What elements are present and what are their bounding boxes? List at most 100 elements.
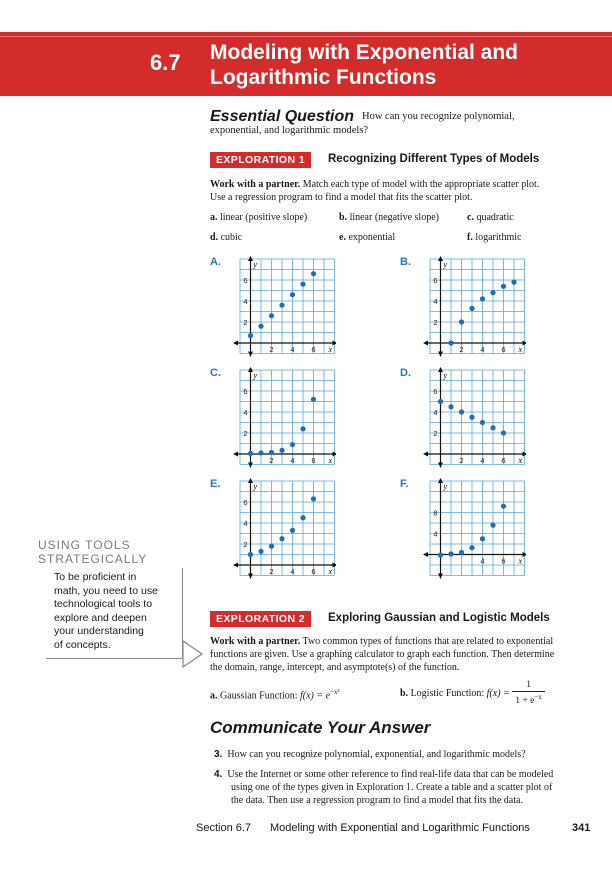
y-tick-label: 6 [243,387,247,396]
x-tick-label: 2 [459,456,463,465]
data-point [310,496,317,502]
y-axis-label: y [253,482,258,491]
x-axis-label: x [328,345,333,354]
y-axis-arrow-icon [438,462,443,468]
x-axis-arrow-icon [233,562,238,568]
y-axis-arrow-icon [248,256,253,261]
y-axis-arrow-icon [438,478,443,483]
data-point [490,522,496,528]
x-tick-label: 6 [501,345,505,354]
x-axis-arrow-icon [423,451,428,457]
exploration-1-title: Recognizing Different Types of Models [328,153,540,165]
x-tick-label: 6 [501,557,505,566]
x-axis-arrow-icon [233,451,238,457]
y-axis-arrow-icon [438,367,443,372]
using-tools-heading: USING TOOLS STRATEGICALLY [38,538,147,566]
section-number: 6.7 [150,50,181,75]
data-point [448,551,454,557]
data-point [479,536,486,542]
graph-a-label: A. [210,256,221,268]
y-axis-arrow-icon [438,351,443,357]
exploration-1-instructions: Work with a partner. Match each type of … [210,178,600,204]
y-tick-label: 2 [433,318,437,327]
data-point [289,441,296,448]
data-point [490,425,496,431]
x-axis-label: x [518,557,523,566]
data-point [469,545,475,551]
x-axis-arrow-icon [332,451,336,457]
logistic-function: b. Logistic Function: f(x) = 1 1 + e−x [400,680,545,707]
y-tick-label: 4 [433,408,437,417]
x-tick-label: 4 [290,456,294,465]
question-3: 3. How can you recognize polynomial, exp… [214,749,526,760]
data-point [469,414,475,420]
data-point [258,450,264,456]
x-tick-label: 2 [459,345,463,354]
x-axis-arrow-icon [522,340,526,346]
y-tick-label: 8 [433,509,437,518]
data-point [469,305,475,311]
data-point [310,396,317,402]
data-point [258,548,264,554]
y-axis-label: y [253,260,258,269]
exploration-2-tag: EXPLORATION 2 [210,611,312,627]
title-line-2: Logarithmic Functions [210,66,437,89]
data-point [490,290,496,296]
y-tick-label: 2 [243,429,247,438]
x-axis-arrow-icon [522,451,526,457]
x-tick-label: 6 [501,456,505,465]
option-d: d. cubic [210,232,243,243]
essential-question-heading: Essential Question [210,108,355,125]
x-tick-label: 4 [290,345,294,354]
y-tick-label: 4 [243,408,247,417]
exploration-2-title: Exploring Gaussian and Logistic Models [328,612,550,624]
x-tick-label: 4 [480,345,484,354]
data-point [247,450,254,457]
x-axis-label: x [518,456,523,465]
x-axis-arrow-icon [423,552,428,557]
exploration-2-lead: Work with a partner. [210,636,301,647]
data-point [268,543,275,549]
data-point [268,313,275,319]
y-tick-label: 4 [243,297,247,306]
x-axis-arrow-icon [233,340,238,346]
data-point [437,552,444,558]
data-point [289,527,296,533]
y-axis-arrow-icon [438,573,443,579]
x-tick-label: 6 [311,567,315,576]
essential-text-line-2: exponential, and logarithmic models? [210,125,369,136]
y-tick-label: 6 [433,387,437,396]
y-axis-label: y [443,260,448,269]
footer-title: Modeling with Exponential and Logarithmi… [270,822,530,834]
option-e: e. exponential [339,232,396,243]
x-tick-label: 6 [311,345,315,354]
x-axis-arrow-icon [332,340,336,346]
x-tick-label: 6 [311,456,315,465]
graph-d-label: D. [400,367,411,379]
y-tick-label: 4 [243,519,247,528]
data-point [279,447,285,453]
data-point [500,430,507,436]
exploration-2-line-2: functions are given. Use a graphing calc… [210,649,555,660]
scatter-plot-e: y x 2 4 6 2 4 6 [233,478,336,579]
scatter-plot-d: y x 2 4 6 2 4 6 [423,367,526,468]
using-tools-heading-line-1: USING TOOLS [38,538,131,552]
question-4: 4. Use the Internet or some other refere… [214,769,554,806]
data-point [500,503,507,509]
using-tools-box [46,568,183,659]
title-line-1: Modeling with Exponential and [210,41,518,64]
callout-arrow-icon [182,640,204,668]
y-tick-label: 2 [243,540,247,549]
y-axis-arrow-icon [248,462,253,468]
exploration-1-line-2: Use a regression program to find a model… [210,192,473,203]
scatter-plot-c: y x 2 4 6 2 4 6 [233,367,336,468]
using-tools-text: To be proficient in math, you need to us… [54,571,158,651]
gaussian-function: a. Gaussian Function: f(x) = e−x² [210,688,340,702]
x-axis-label: x [328,456,333,465]
data-point [247,333,254,339]
data-point [437,398,444,405]
data-point [289,292,296,298]
y-axis-arrow-icon [438,256,443,261]
data-point [500,283,507,289]
option-a: a. linear (positive slope) [210,212,308,223]
